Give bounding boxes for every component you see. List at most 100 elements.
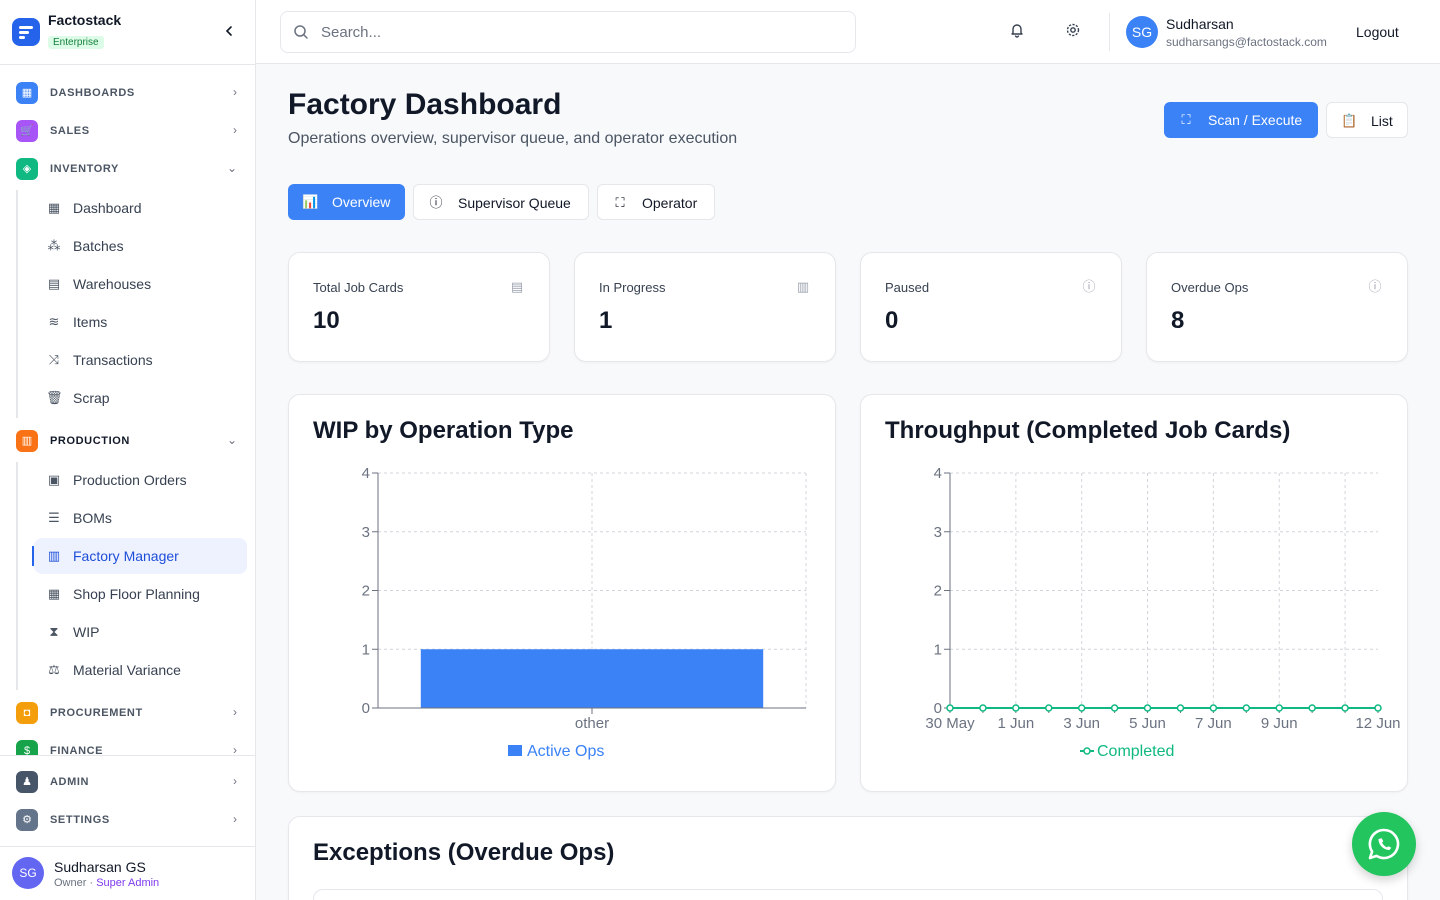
- layers-icon: ≋: [48, 314, 60, 329]
- bar: [420, 649, 764, 708]
- chart-card-throughput: Throughput (Completed Job Cards) 0 1 2 3 4 30…: [860, 394, 1408, 792]
- x-tick-label: 3 Jun: [1063, 715, 1100, 732]
- data-point: [1077, 704, 1086, 712]
- chevron-down-icon: ⌄: [226, 161, 237, 175]
- whatsapp-icon: [1368, 828, 1400, 860]
- tab-supervisor-queue[interactable]: ⓘ Supervisor Queue: [413, 184, 589, 220]
- user-cog-icon: ♟: [16, 771, 38, 793]
- data-point: [946, 704, 954, 712]
- nav-group-sales[interactable]: 🛒 SALES ›: [8, 114, 247, 148]
- collapse-sidebar-button[interactable]: [220, 24, 238, 42]
- nav-group-settings[interactable]: ⚙ SETTINGS ›: [8, 803, 247, 837]
- stat-value: 10: [313, 307, 340, 334]
- cart-icon: 🛒: [16, 120, 38, 142]
- search-box[interactable]: [280, 11, 856, 53]
- bell-icon: [1011, 24, 1023, 38]
- legend-swatch: [508, 745, 522, 756]
- stat-value: 0: [885, 307, 899, 334]
- stat-label: In Progress: [599, 280, 666, 295]
- sidebar-item-inventory-dashboard[interactable]: ▦ Dashboard: [34, 190, 247, 226]
- sidebar-user[interactable]: SG Sudharsan GS Owner · Super Admin: [0, 846, 255, 900]
- scan-icon: ⛶: [615, 195, 625, 210]
- tab-operator[interactable]: ⛶ Operator: [597, 184, 715, 220]
- bar-chart-icon: ▥: [796, 279, 810, 294]
- stat-card-total-job-cards: Total Job Cards 10 ▤: [288, 252, 550, 362]
- exceptions-card: Exceptions (Overdue Ops): [288, 816, 1408, 900]
- data-point: [979, 704, 987, 712]
- nav-group-production[interactable]: ▥ PRODUCTION ⌄: [8, 424, 247, 458]
- sidebar-item-production-orders[interactable]: ▣ Production Orders: [34, 462, 247, 498]
- logout-button[interactable]: Logout: [1356, 24, 1399, 40]
- sidebar-item-label: Scrap: [73, 390, 110, 406]
- sidebar-item-label: WIP: [73, 624, 100, 640]
- stat-value: 1: [599, 307, 613, 334]
- avatar: SG: [12, 857, 44, 889]
- data-point: [1242, 704, 1251, 712]
- legend-label: Active Ops: [527, 743, 604, 760]
- stat-label: Total Job Cards: [313, 280, 404, 295]
- sidebar-item-material-variance[interactable]: ⚖ Material Variance: [34, 652, 247, 688]
- chevron-right-icon: ›: [233, 812, 237, 826]
- sidebar-item-boms[interactable]: ☰ BOMs: [34, 500, 247, 536]
- chevron-right-icon: ›: [233, 774, 237, 788]
- factory-icon: ▥: [47, 548, 61, 563]
- y-tick-label: 3: [934, 524, 942, 541]
- sidebar-item-scrap[interactable]: 🗑 Scrap: [34, 380, 247, 416]
- sidebar-item-shop-floor-planning[interactable]: ▦ Shop Floor Planning: [34, 576, 247, 612]
- chart-title: Throughput (Completed Job Cards): [885, 417, 1291, 444]
- section-title: Exceptions (Overdue Ops): [313, 839, 615, 866]
- nav-group-dashboards[interactable]: ▦ DASHBOARDS ›: [8, 76, 247, 110]
- clipboard-icon: ▤: [510, 279, 524, 294]
- list-button[interactable]: 📋 List: [1326, 102, 1408, 138]
- y-tick-label: 0: [362, 700, 370, 717]
- search-input[interactable]: [321, 21, 841, 43]
- sidebar-item-items[interactable]: ≋ Items: [34, 304, 247, 340]
- nav-group-inventory[interactable]: ◈ INVENTORY ⌄: [8, 152, 247, 186]
- nav-group-admin[interactable]: ♟ ADMIN ›: [8, 765, 247, 799]
- nav-group-label: ADMIN: [50, 776, 90, 788]
- sidebar-nav: ▦ DASHBOARDS › 🛒 SALES › ◈ INVENTORY ⌄ ▦…: [0, 74, 255, 756]
- gear-icon: [1066, 23, 1080, 37]
- avatar[interactable]: SG: [1126, 16, 1158, 48]
- brand-header: Factostack Enterprise: [0, 0, 255, 65]
- nav-group-label: INVENTORY: [50, 163, 119, 175]
- tab-label: Supervisor Queue: [458, 195, 571, 211]
- legend-swatch-marker: [1083, 747, 1091, 755]
- button-label: Scan / Execute: [1208, 112, 1303, 128]
- x-tick-label: 30 May: [925, 715, 975, 732]
- sidebar-item-factory-manager[interactable]: ▥ Factory Manager: [32, 538, 247, 574]
- x-tick-label: 9 Jun: [1261, 715, 1298, 732]
- chart-card-wip: WIP by Operation Type 0 1 2 3 4 other Active O…: [288, 394, 836, 792]
- whatsapp-chat-button[interactable]: [1352, 812, 1416, 876]
- sidebar-item-warehouses[interactable]: ▤ Warehouses: [34, 266, 247, 302]
- scan-execute-button[interactable]: ⛶ Scan / Execute: [1164, 102, 1318, 138]
- list-tree-icon: ☰: [48, 510, 60, 525]
- chevron-right-icon: ›: [233, 705, 237, 719]
- chevron-down-icon: ⌄: [226, 433, 237, 447]
- brand-name: Factostack: [48, 12, 122, 28]
- search-icon: [294, 25, 308, 39]
- nav-group-finance[interactable]: $ FINANCE ›: [8, 734, 247, 756]
- admin-section: ♟ ADMIN › ⚙ SETTINGS ›: [0, 755, 255, 847]
- chevron-right-icon: ›: [233, 123, 237, 137]
- topbar: SG Sudharsan sudharsangs@factostack.com …: [256, 0, 1440, 64]
- x-tick-label: other: [575, 715, 609, 732]
- dashboard-icon: ▦: [47, 200, 61, 215]
- sidebar-item-transactions[interactable]: ⤨ Transactions: [34, 342, 247, 378]
- warehouse-icon: ▤: [47, 276, 61, 291]
- x-tick-label: 12 Jun: [1355, 715, 1400, 732]
- dollar-icon: $: [16, 740, 38, 756]
- grid-icon: ▦: [16, 82, 38, 104]
- nav-group-procurement[interactable]: ◘ PROCUREMENT ›: [8, 696, 247, 730]
- sidebar-item-wip[interactable]: ⧗ WIP: [34, 614, 247, 650]
- shuffle-icon: ⤨: [48, 352, 60, 367]
- stat-label: Overdue Ops: [1171, 280, 1249, 295]
- alert-circle-icon: ⓘ: [1082, 279, 1096, 294]
- settings-button[interactable]: [1063, 22, 1083, 42]
- clipboard-check-icon: ▣: [47, 472, 61, 487]
- notifications-button[interactable]: [1007, 22, 1027, 42]
- x-tick-label: 5 Jun: [1129, 715, 1166, 732]
- sidebar-item-batches[interactable]: ⁂ Batches: [34, 228, 247, 264]
- nav-sub-line: [16, 462, 18, 690]
- tab-overview[interactable]: 📊 Overview: [288, 184, 405, 220]
